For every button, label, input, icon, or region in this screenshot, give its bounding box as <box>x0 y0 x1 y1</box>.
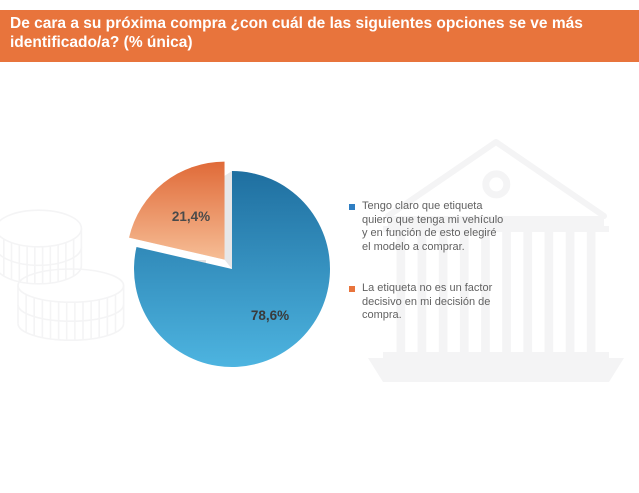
svg-text:78,6%: 78,6% <box>251 308 289 323</box>
svg-text:21,4%: 21,4% <box>172 209 210 224</box>
